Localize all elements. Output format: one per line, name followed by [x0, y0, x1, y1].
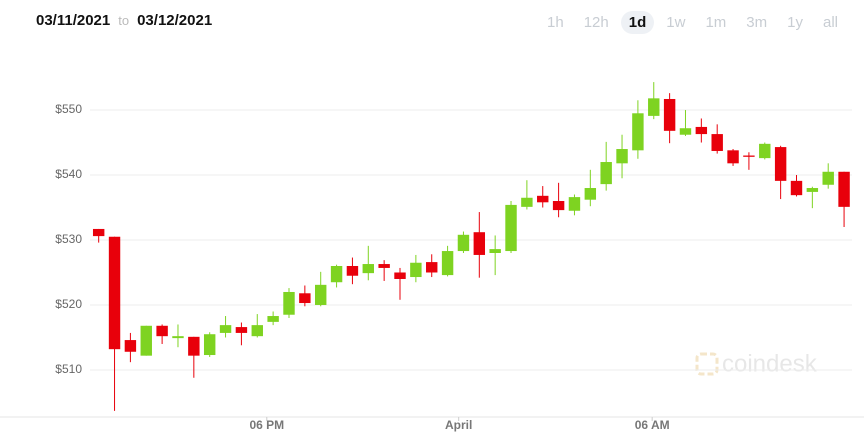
candle-body [457, 234, 470, 252]
x-tick-label: 06 AM [635, 418, 670, 432]
candle-body [695, 126, 708, 135]
candle-body [124, 340, 137, 352]
interval-button[interactable]: 3m [746, 14, 768, 31]
y-tick-label: $530 [55, 232, 82, 246]
interval-button[interactable]: all [822, 14, 838, 31]
candle-body [219, 325, 232, 333]
interval-button[interactable]: 1h [547, 14, 564, 31]
candle-body [410, 262, 422, 278]
y-tick-label: $540 [55, 167, 82, 181]
candle-body [711, 134, 723, 151]
interval-button[interactable]: 1d [620, 11, 655, 34]
watermark-text: coindesk [722, 350, 818, 377]
candle-body [299, 293, 311, 304]
candle-body [172, 336, 184, 339]
candle-body [473, 232, 486, 255]
candle-body [568, 197, 581, 211]
interval-button[interactable]: 12h [583, 14, 609, 31]
interval-button[interactable]: 1y [787, 14, 803, 31]
interval-button[interactable]: 1w [666, 14, 686, 31]
candle-body [679, 128, 692, 135]
candle-body [203, 334, 216, 356]
candle-body [584, 188, 597, 200]
x-tick-label: April [445, 418, 472, 432]
candle-body [790, 180, 803, 196]
candle-body [616, 149, 628, 164]
candle-body [505, 204, 517, 252]
x-tick-label: 06 PM [249, 418, 284, 432]
candle-body [441, 251, 454, 276]
candle-body [521, 197, 533, 207]
watermark: coindesk [695, 350, 818, 377]
candle-body [346, 265, 359, 276]
candle-body [806, 188, 819, 192]
y-tick-label: $550 [55, 102, 82, 116]
candle-body [362, 264, 374, 274]
candle-body [759, 143, 771, 159]
candle-body [663, 98, 676, 131]
candle-body [727, 150, 739, 164]
y-tick-label: $520 [55, 297, 82, 311]
candle-body [632, 113, 644, 151]
candle-body [108, 236, 121, 350]
candle-body [378, 264, 390, 268]
candle-body [426, 262, 438, 273]
candle-body [394, 272, 406, 279]
candle-body [92, 228, 105, 237]
candle-body [315, 284, 327, 305]
candle-body [600, 162, 612, 185]
candle-body [251, 325, 263, 337]
candle-body [822, 171, 834, 185]
date-range: 03/11/2021 to 03/12/2021 [36, 12, 212, 29]
date-to[interactable]: 03/12/2021 [137, 12, 213, 29]
date-from[interactable]: 03/11/2021 [36, 12, 111, 29]
candle-body [188, 336, 200, 356]
candle-body [774, 147, 787, 181]
candle-body [838, 171, 850, 207]
candle-body [537, 195, 549, 203]
candle-body [140, 325, 152, 356]
interval-buttons: 1h 12h 1d 1w 1m 3m 1y all [539, 11, 846, 34]
candle-body [156, 325, 168, 337]
candle-body [648, 98, 660, 116]
interval-button[interactable]: 1m [705, 14, 727, 31]
range-sep: to [118, 13, 130, 28]
candle-body [235, 327, 248, 333]
candle-body [743, 155, 755, 157]
candle-body [489, 249, 501, 253]
candle-body [330, 265, 343, 283]
y-tick-label: $510 [55, 362, 82, 376]
candle-body [283, 291, 295, 315]
watermark-icon [695, 352, 719, 376]
candle-body [267, 316, 279, 322]
candle-body [552, 201, 565, 211]
